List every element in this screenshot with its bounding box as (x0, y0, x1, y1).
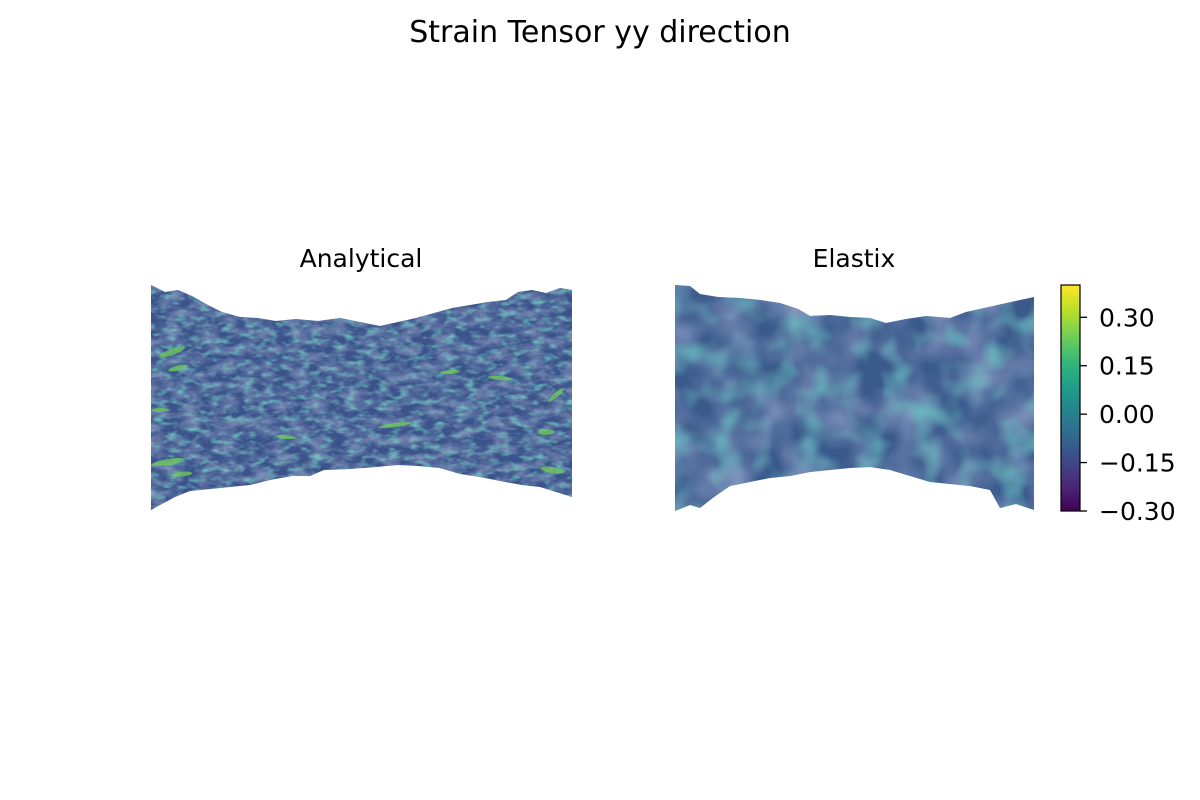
heatmap-analytical (151, 285, 572, 510)
heatmap-highlight (379, 422, 411, 428)
heatmap-highlight (488, 375, 512, 381)
panel-title-analytical: Analytical (300, 244, 423, 273)
heatmap-highlight (158, 346, 186, 358)
colorbar-tick-label: −0.15 (1099, 449, 1176, 478)
colorbar-tick-label: 0.00 (1099, 400, 1155, 429)
heatmap-highlight (540, 466, 564, 474)
heatmap-highlight (548, 388, 564, 402)
colorbar-gradient (1060, 284, 1081, 512)
colorbar-tick-label: 0.15 (1099, 352, 1155, 381)
heatmap-analytical-highlights (151, 346, 564, 477)
colorbar-tick-label: −0.30 (1099, 497, 1176, 526)
panel-elastix: Elastix (675, 244, 1034, 511)
heatmap-elastix-texture (675, 285, 1034, 511)
heatmap-highlight (152, 457, 184, 467)
heatmap-analytical-texture (151, 285, 572, 510)
heatmap-highlight (168, 364, 188, 372)
colorbar-ticks: 0.30 0.15 0.00 −0.15 −0.30 (1080, 303, 1176, 526)
heatmap-highlight (151, 408, 169, 412)
panel-analytical: Analytical (151, 244, 572, 510)
colorbar: 0.30 0.15 0.00 −0.15 −0.30 (1060, 284, 1176, 526)
heatmap-highlight (172, 471, 192, 477)
figure-title: Strain Tensor yy direction (409, 15, 790, 50)
heatmap-highlight (440, 369, 460, 375)
colorbar-tick-label: 0.30 (1099, 303, 1155, 332)
heatmap-highlight (276, 434, 296, 440)
heatmap-elastix (675, 285, 1034, 511)
panel-title-elastix: Elastix (813, 244, 896, 273)
heatmap-highlight (538, 429, 554, 435)
